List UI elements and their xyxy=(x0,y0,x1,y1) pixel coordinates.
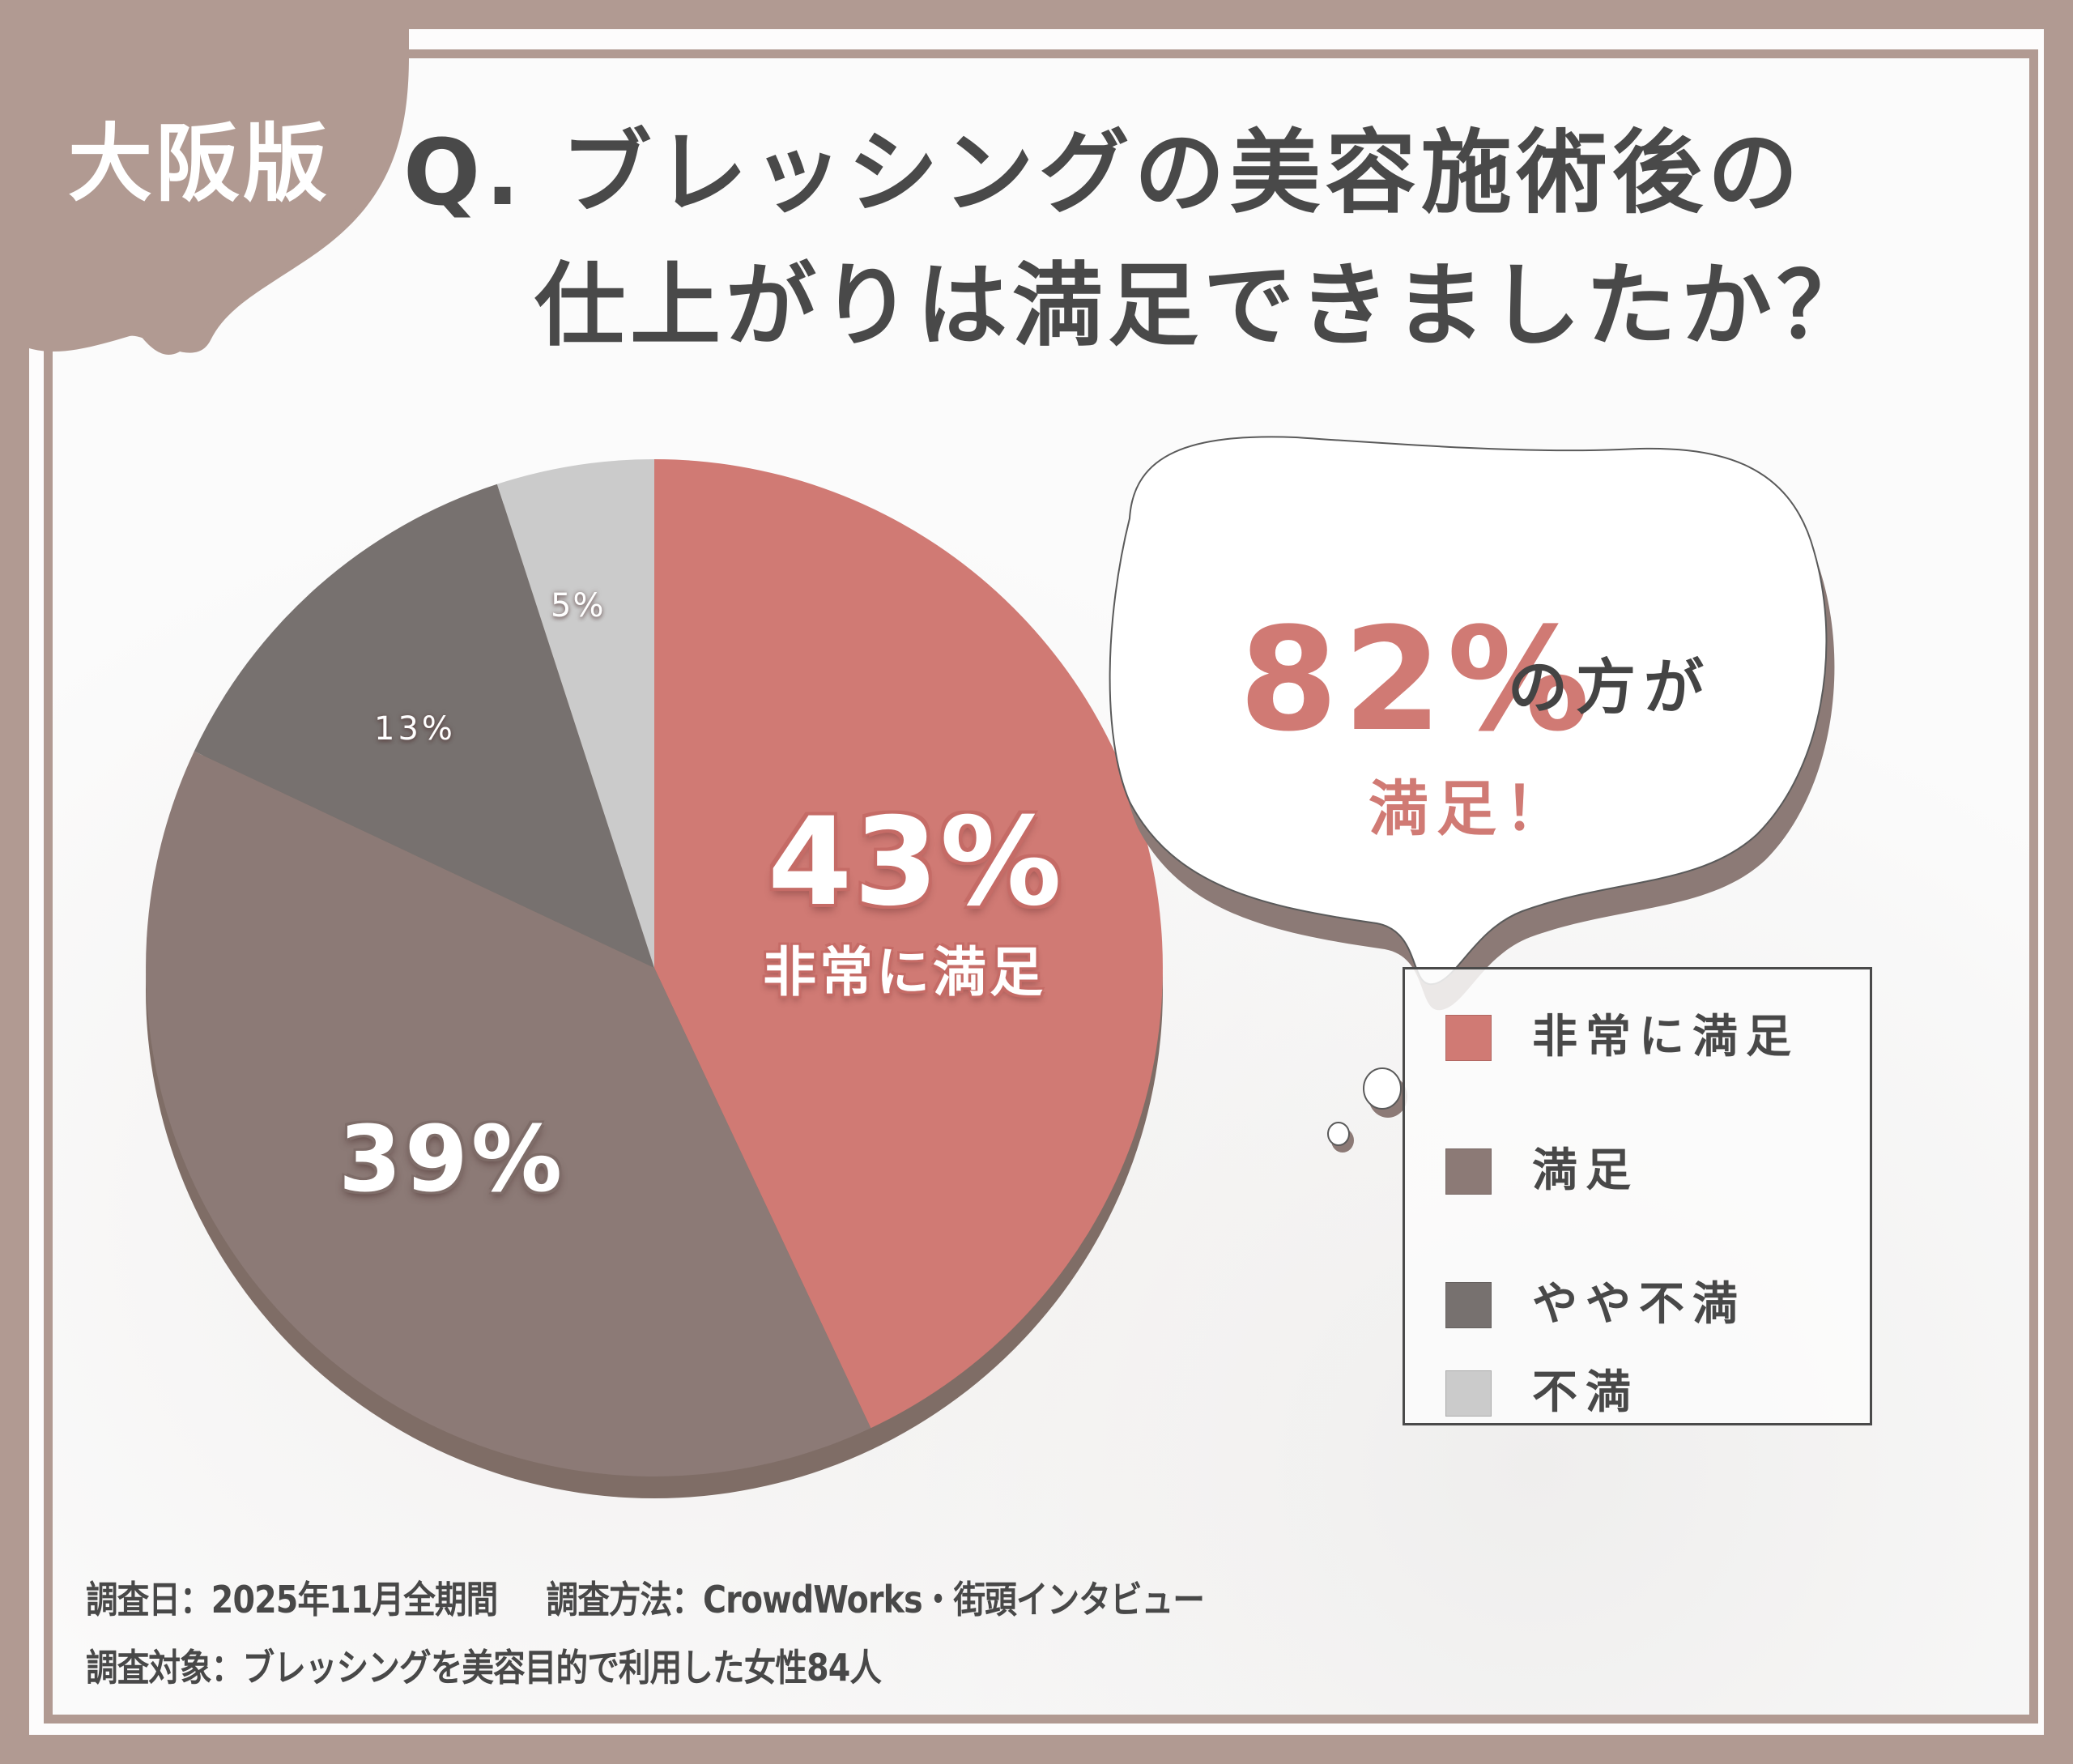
legend-swatch-icon xyxy=(1445,1281,1492,1328)
pie-label-dissatisfied: 5% xyxy=(551,587,606,624)
legend-swatch-icon xyxy=(1445,1014,1492,1061)
page-title-line2: 仕上がりは満足できましたか？ xyxy=(534,254,1872,359)
callout-rest: の方が xyxy=(1508,653,1712,722)
region-badge: 大阪版 xyxy=(68,114,331,213)
legend-label: 満足 xyxy=(1532,1144,1639,1197)
legend-item-very-satisfied[interactable]: 非常に満足 xyxy=(1445,1013,1799,1062)
legend-label: 非常に満足 xyxy=(1532,1011,1799,1063)
footer-survey-info: 調査日：2025年11月全期間 調査方法：CrowdWorks・街頭インタビュー xyxy=(86,1578,1205,1621)
pie-slice-dissatisfied[interactable] xyxy=(496,458,654,968)
legend-item-dissatisfied[interactable]: 不満 xyxy=(1445,1369,1639,1417)
legend-label: 不満 xyxy=(1532,1366,1639,1419)
legend-item-satisfied[interactable]: 満足 xyxy=(1445,1147,1639,1195)
legend-label: やや不満 xyxy=(1532,1278,1746,1331)
survey-method: 調査方法：CrowdWorks・街頭インタビュー xyxy=(546,1578,1205,1621)
pie-label-very-satisfied-name: 非常に満足 xyxy=(763,941,1046,1003)
legend-item-somewhat-dissatisfied[interactable]: やや不満 xyxy=(1445,1280,1746,1329)
callout-satisfied: 満足！ xyxy=(1369,774,1573,844)
pie-slice-somewhat-dissatisfied[interactable] xyxy=(194,484,655,968)
callout-bubble xyxy=(1109,436,1828,986)
survey-target: 調査対象：ブレッシングを美容目的で利用した女性84人 xyxy=(86,1646,882,1689)
pie-label-very-satisfied-pct: 43% xyxy=(768,792,1064,933)
bubble-dot-large xyxy=(1363,1067,1402,1110)
bubble-dot-small xyxy=(1327,1122,1350,1146)
pie-slice-very-satisfied[interactable] xyxy=(654,459,1163,1429)
pie-slice-satisfied[interactable] xyxy=(146,751,871,1476)
pie-label-somewhat-dissatisfied: 13% xyxy=(374,710,456,748)
corner-blob-shape xyxy=(0,0,409,355)
survey-date: 調査日：2025年11月全期間 xyxy=(86,1578,498,1621)
legend-swatch-icon xyxy=(1445,1148,1492,1195)
page-title-line1: Q. ブレッシングの美容施術後の xyxy=(403,121,1803,226)
chart-legend: 非常に満足 満足 やや不満 不満 xyxy=(1403,967,1872,1425)
legend-swatch-icon xyxy=(1445,1370,1492,1417)
callout-percent: 82% xyxy=(1239,597,1595,763)
pie-label-satisfied: 39% xyxy=(338,1107,566,1212)
